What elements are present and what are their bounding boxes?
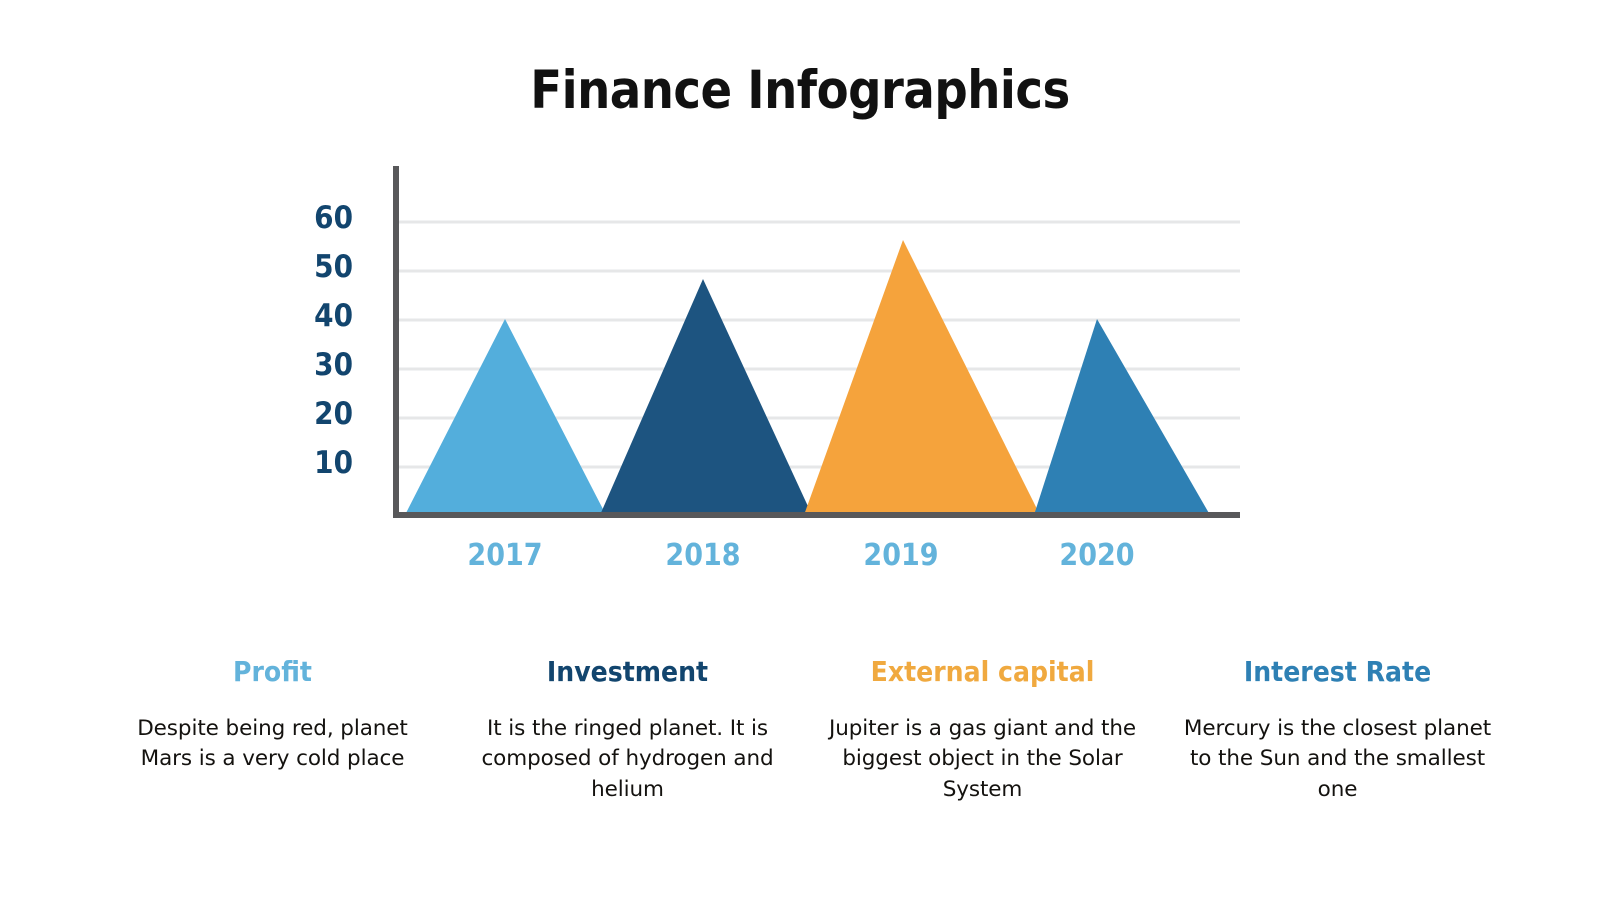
legend-title-external-capital: External capital xyxy=(870,655,1095,688)
y-tick-30: 30 xyxy=(314,347,353,383)
legend-body-interest-rate: Mercury is the closest planet to the Sun… xyxy=(1183,715,1492,802)
x-tick-2019: 2019 xyxy=(863,538,939,573)
chart-triangle-2018 xyxy=(600,279,812,515)
x-tick-2018: 2018 xyxy=(665,538,741,573)
legend-title-profit: Profit xyxy=(233,655,312,688)
y-tick-40: 40 xyxy=(314,298,353,334)
legend-body-external-capital: Jupiter is a gas giant and the biggest o… xyxy=(828,715,1137,802)
legend-item-interest-rate: Interest Rate Mercury is the closest pla… xyxy=(1160,655,1515,805)
chart-triangle-2017 xyxy=(405,319,606,515)
legend-body-profit: Despite being red, planet Mars is a very… xyxy=(137,715,408,772)
legend-title-investment: Investment xyxy=(546,655,709,688)
page-title: Finance Infographics xyxy=(530,60,1070,121)
y-axis-tick-labels: 60 50 40 30 20 10 xyxy=(243,0,353,620)
legend-body-investment: It is the ringed planet. It is composed … xyxy=(481,715,774,802)
chart-axes xyxy=(393,166,1240,518)
chart-triangle-2019 xyxy=(804,240,1040,515)
chart-plot-svg xyxy=(393,166,1240,518)
legend-item-external-capital: External capital Jupiter is a gas giant … xyxy=(805,655,1160,805)
y-tick-50: 50 xyxy=(314,249,353,285)
x-tick-2017: 2017 xyxy=(467,538,543,573)
legend-list: Profit Despite being red, planet Mars is… xyxy=(95,655,1515,845)
y-tick-10: 10 xyxy=(314,445,353,481)
x-tick-2020: 2020 xyxy=(1059,538,1135,573)
triangle-area-chart: 60 50 40 30 20 10 2017 2018 2019 2020 xyxy=(243,0,1240,620)
legend-title-interest-rate: Interest Rate xyxy=(1243,655,1432,688)
legend-item-profit: Profit Despite being red, planet Mars is… xyxy=(95,655,450,775)
x-axis-tick-labels: 2017 2018 2019 2020 xyxy=(380,538,1240,582)
legend-item-investment: Investment It is the ringed planet. It i… xyxy=(450,655,805,805)
y-tick-20: 20 xyxy=(314,396,353,432)
chart-triangle-2020 xyxy=(1034,319,1210,515)
y-tick-60: 60 xyxy=(314,200,353,236)
